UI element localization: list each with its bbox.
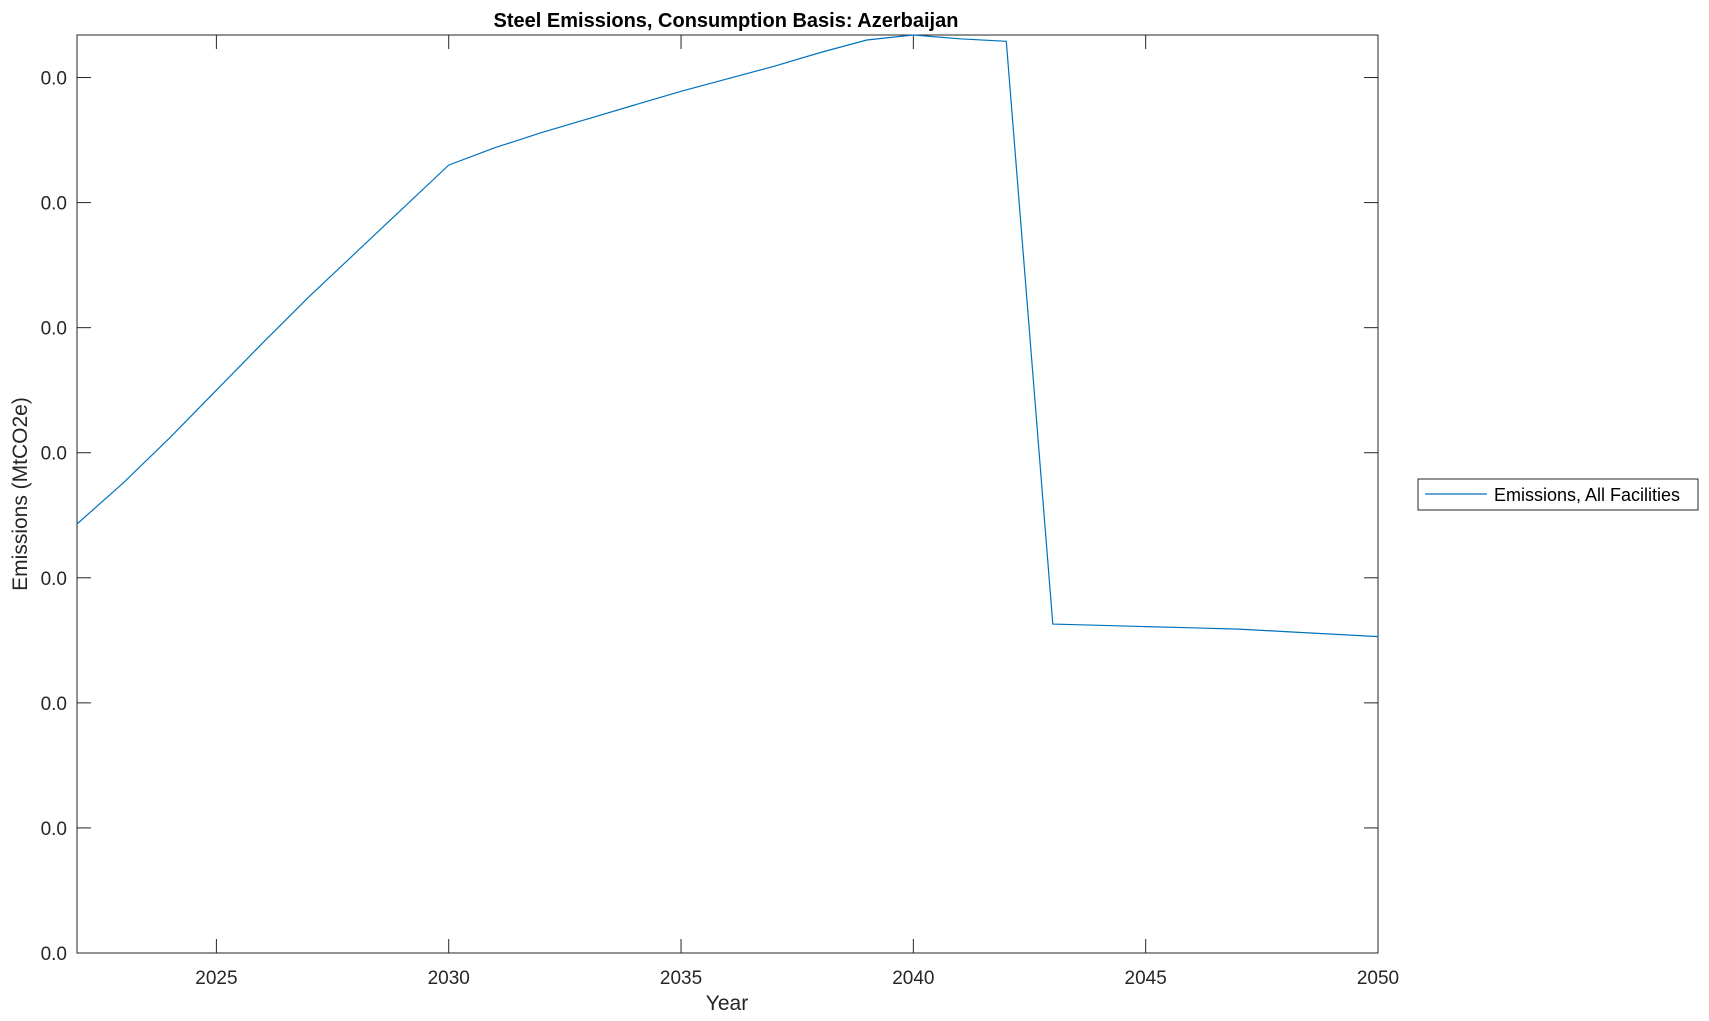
- plot-area: [76, 34, 1379, 954]
- y-tick-label: 0.0: [41, 569, 67, 590]
- y-tick-label: 0.0: [41, 319, 67, 340]
- chart-title: Steel Emissions, Consumption Basis: Azer…: [494, 10, 959, 32]
- legend-label: Emissions, All Facilities: [1494, 485, 1680, 505]
- x-tick-label: 2050: [1357, 968, 1399, 989]
- x-tick-label: 2040: [892, 968, 934, 989]
- y-tick-label: 0.0: [41, 194, 67, 215]
- legend[interactable]: Emissions, All Facilities: [1417, 478, 1699, 511]
- x-tick-label: 2035: [660, 968, 702, 989]
- y-tick-label: 0.0: [41, 944, 67, 965]
- y-tick-label: 0.0: [41, 444, 67, 465]
- series-line-emissions-all-facilities: [76, 34, 1379, 638]
- x-tick-label: 2025: [195, 968, 237, 989]
- x-axis-label: Year: [706, 992, 748, 1015]
- x-tick-label: 2030: [428, 968, 470, 989]
- x-tick-label: 2045: [1125, 968, 1167, 989]
- y-tick-label: 0.0: [41, 819, 67, 840]
- y-tick-label: 0.0: [41, 69, 67, 90]
- y-tick-label: 0.0: [41, 694, 67, 715]
- y-axis-label: Emissions (MtCO2e): [9, 397, 32, 591]
